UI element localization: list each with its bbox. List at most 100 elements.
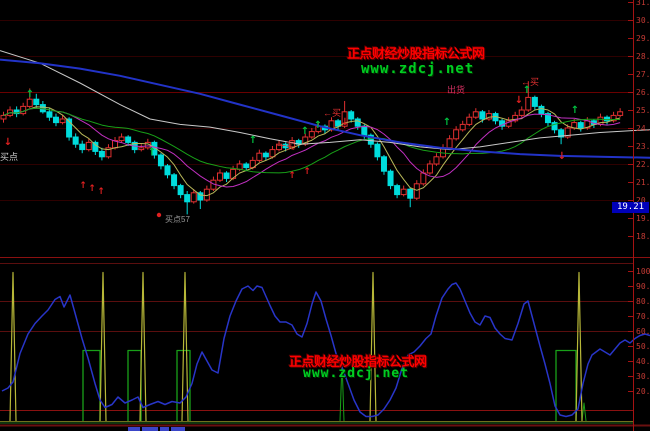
candle-body: [171, 174, 178, 187]
candle-body: [512, 114, 519, 122]
first-buy-label: 一买: [277, 141, 296, 151]
main-y-axis-label: 23.: [636, 142, 650, 151]
candle-body: [485, 113, 492, 120]
clipped-text-fragment: [171, 427, 185, 431]
main-y-axis-label: 26.: [636, 88, 650, 97]
candle-body: [531, 96, 538, 107]
candle-body: [459, 123, 466, 131]
yellow-spike: [139, 271, 147, 422]
red-down-arrow-icon: ↓: [4, 137, 12, 148]
candle-body: [394, 185, 401, 196]
main-y-axis-label: 25.: [636, 106, 650, 115]
main-y-axis-label: 24.: [636, 124, 650, 133]
ma-line-20: [3, 107, 621, 174]
watermark-bottom-url: www.zdcj.net: [303, 366, 409, 381]
candle-body: [197, 192, 204, 201]
clipped-text-fragment: [142, 427, 158, 431]
green-up-arrow-icon: ↑: [26, 89, 34, 100]
buy-point-label: 买点: [0, 152, 19, 162]
sub-y-axis-label: 60.: [636, 327, 650, 336]
oscillator-line: [1, 282, 650, 418]
arrow-buy-label-2: ←买: [521, 77, 540, 87]
ma-line-white: [0, 50, 650, 151]
green-spike: [339, 360, 345, 422]
candle-body: [558, 129, 565, 138]
red-up-arrow-icon: ↑: [97, 187, 105, 197]
candle-body: [190, 192, 197, 203]
red-up-arrow-icon: ↑: [79, 181, 87, 191]
candle-body: [157, 154, 164, 167]
candle-body: [354, 118, 361, 127]
candle-body: [426, 163, 433, 174]
yellow-spike: [9, 271, 17, 422]
green-up-arrow-icon: ↑: [314, 120, 322, 131]
clipped-text-fragment: [160, 427, 169, 431]
candle-body: [46, 111, 53, 118]
red-dot-icon: [156, 212, 162, 218]
candle-body: [577, 122, 584, 129]
candle-body: [544, 113, 551, 124]
candle-body: [361, 125, 368, 136]
candle-body: [105, 147, 112, 158]
main-y-axis-label: 22.: [636, 160, 650, 169]
candle-body: [413, 183, 420, 199]
candle-body: [387, 170, 394, 187]
candle-body: [348, 111, 355, 120]
candle-body: [0, 114, 7, 120]
green-up-arrow-icon: ↑: [148, 147, 156, 158]
red-up-arrow-icon: ↑: [303, 167, 311, 177]
last-price-tag: 19.21: [612, 202, 649, 213]
green-spike: [581, 402, 587, 422]
sub-y-axis-label: 90.: [636, 282, 650, 291]
ma-line-blue: [0, 58, 650, 159]
candle-body: [400, 188, 407, 196]
main-y-axis-label: 29.: [636, 34, 650, 43]
candle-body: [407, 188, 414, 199]
candle-body: [341, 111, 348, 127]
green-up-arrow-icon: ↑: [571, 105, 579, 116]
candle-body: [446, 138, 453, 149]
sub-y-axis-label: 40.: [636, 357, 650, 366]
sub-y-axis-label: 100.: [636, 267, 650, 276]
candle-body: [59, 118, 66, 124]
red-up-arrow-icon: ↑: [88, 184, 96, 194]
candle-body: [98, 150, 105, 158]
main-y-axis-label: 27.: [636, 70, 650, 79]
main-y-axis-label: 28.: [636, 52, 650, 61]
candle-body: [380, 156, 387, 172]
green-pulse: [555, 349, 577, 421]
candle-body: [282, 143, 289, 149]
candle-body: [538, 105, 545, 115]
watermark-top-title: 正点财经炒股指标公式网: [347, 46, 485, 61]
ma-line-10: [3, 107, 621, 188]
candle-body: [256, 152, 263, 161]
sub-y-axis-label: 70.: [636, 312, 650, 321]
yellow-spike: [369, 271, 377, 422]
watermark-top-url: www.zdcj.net: [361, 61, 475, 77]
candle-body: [26, 98, 33, 107]
main-y-axis-label: 31.: [636, 0, 650, 7]
red-down-arrow-icon: ↓: [558, 151, 566, 162]
candle-body: [184, 194, 191, 203]
candle-body: [518, 109, 525, 116]
main-y-axis-label: 19.: [636, 214, 650, 223]
yellow-spike: [99, 271, 107, 422]
candle-body: [367, 134, 374, 145]
candle-body: [525, 96, 532, 111]
candle-body: [72, 136, 79, 145]
candle-body: [276, 143, 283, 151]
candle-body: [138, 147, 145, 151]
green-up-arrow-icon: ↑: [523, 85, 531, 96]
candle-body: [85, 141, 92, 151]
green-pulse: [82, 349, 101, 421]
arrow-buy-label-1: ←买: [323, 108, 342, 118]
sub-y-axis-label: 20.: [636, 387, 650, 396]
main-y-axis-label: 30.: [636, 16, 650, 25]
candle-body: [216, 172, 223, 181]
sell-out-label: 出货: [447, 85, 466, 95]
green-up-arrow-icon: ↑: [301, 126, 309, 137]
candle-body: [374, 143, 381, 158]
candle-body: [20, 105, 27, 115]
